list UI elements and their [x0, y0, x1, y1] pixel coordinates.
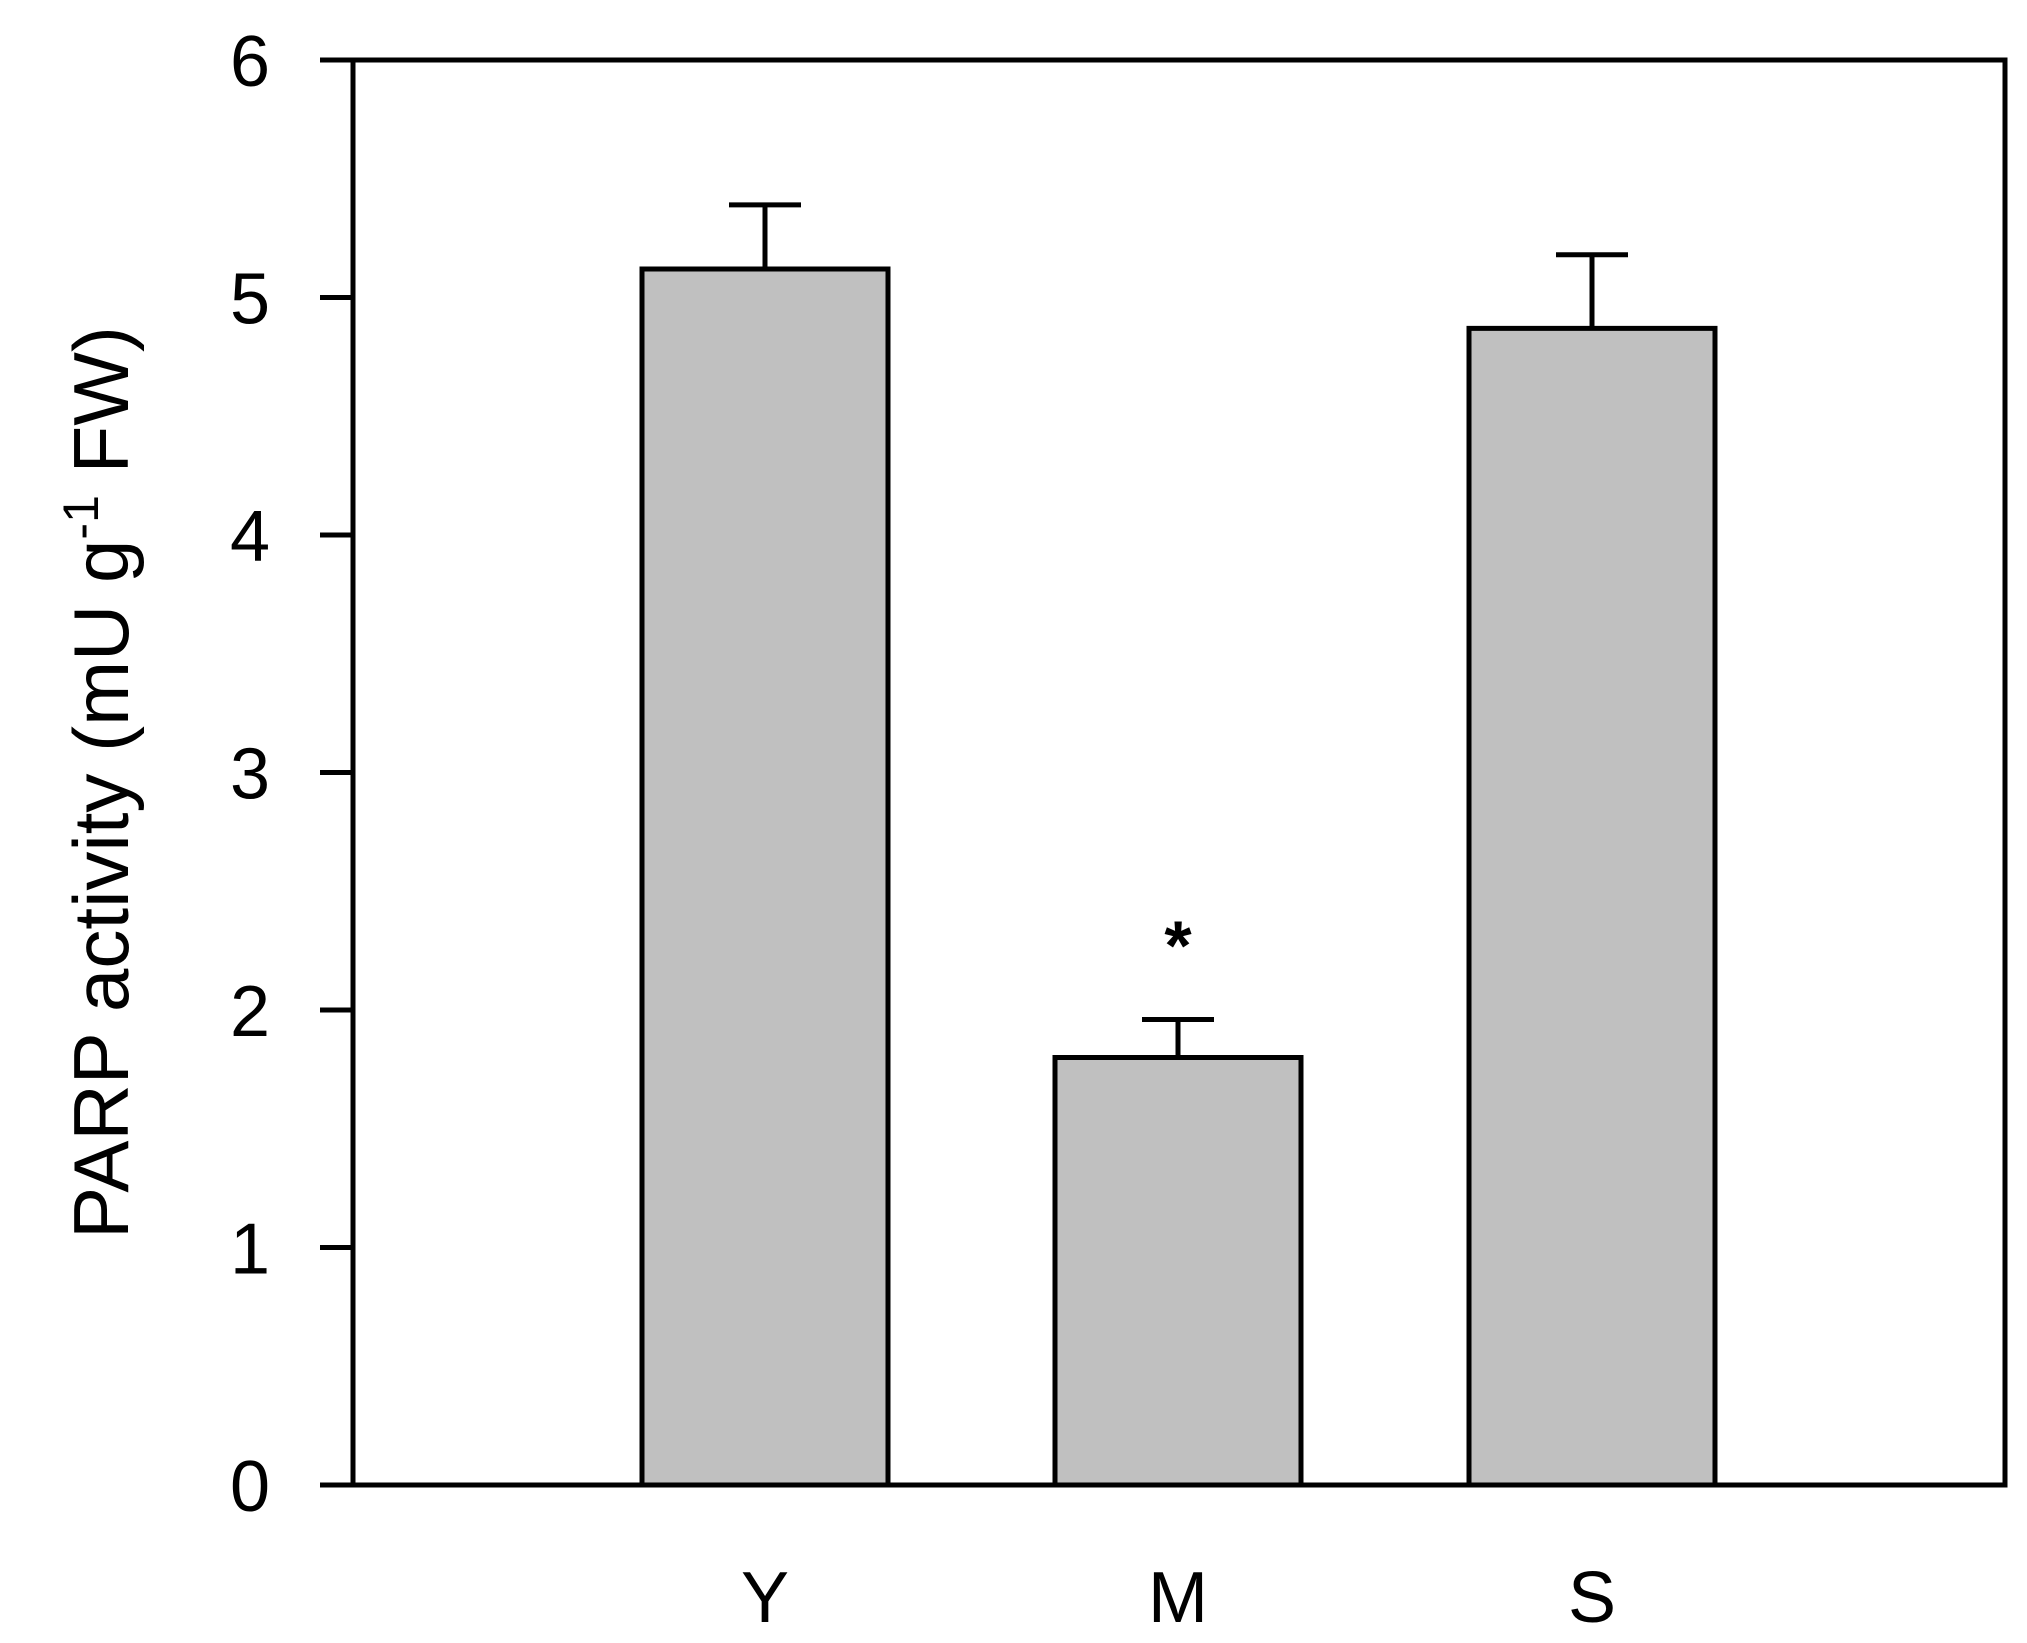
y-tick-label: 3 — [230, 735, 270, 815]
y-axis-ticks: 0 1 2 3 4 5 6 — [230, 22, 353, 1527]
x-tick-label-M: M — [1148, 1558, 1208, 1638]
significance-marker: * — [1164, 907, 1192, 985]
error-bars-layer — [729, 202, 1628, 1058]
y-tick-label: 4 — [230, 497, 270, 577]
bars-layer — [639, 266, 1718, 1488]
y-tick-label: 6 — [230, 22, 270, 102]
y-tick-label: 0 — [230, 1447, 270, 1527]
y-tick-label: 5 — [230, 260, 270, 340]
annotations-layer: * — [1164, 907, 1192, 985]
y-axis-title-main: PARP activity (mU g — [57, 540, 145, 1239]
y-tick-label: 1 — [230, 1210, 270, 1290]
x-tick-label-Y: Y — [741, 1558, 789, 1638]
bar-M — [1052, 1055, 1304, 1488]
y-axis-title-suffix: FW) — [57, 326, 145, 495]
y-axis-title: PARP activity (mU g-1 FW) — [53, 326, 145, 1239]
y-axis-title-superscript: -1 — [53, 495, 109, 539]
y-tick-label: 2 — [230, 972, 270, 1052]
x-tick-label-S: S — [1568, 1558, 1616, 1638]
bar-S — [1466, 325, 1718, 1488]
bar-Y — [639, 266, 891, 1488]
